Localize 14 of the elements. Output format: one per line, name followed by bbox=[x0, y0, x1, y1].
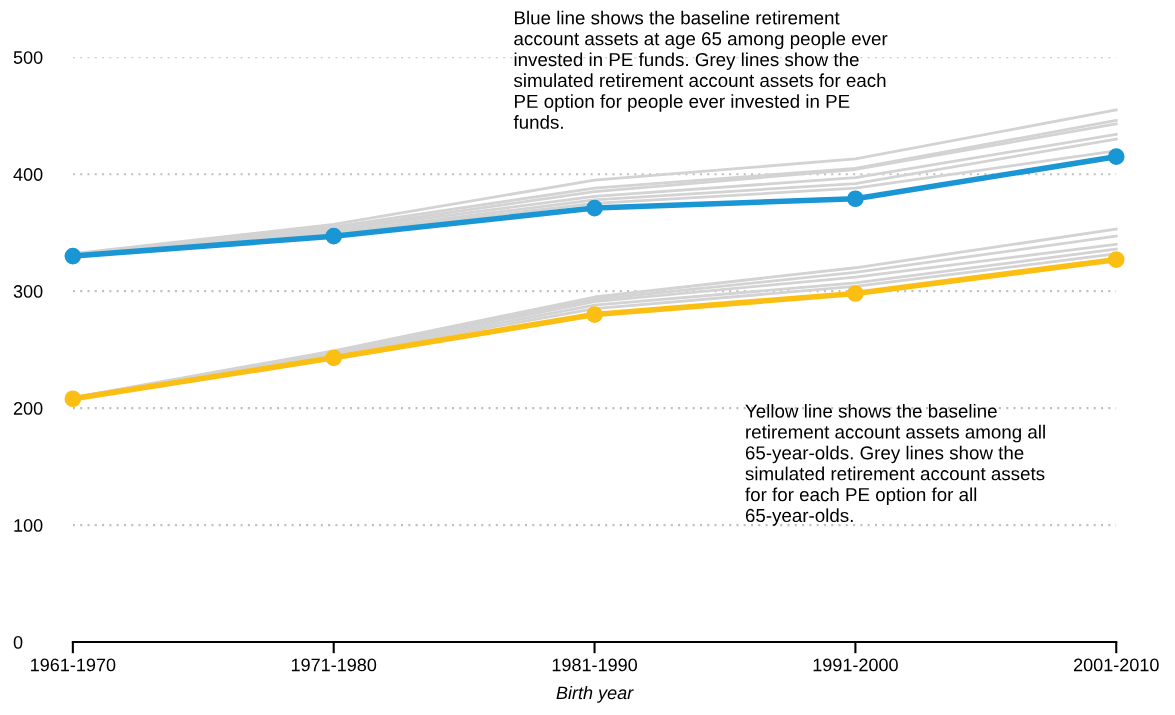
y-tick-label: 300 bbox=[13, 285, 43, 298]
y-tick-label: 400 bbox=[13, 168, 43, 181]
annotation: Yellow line shows the baseline retirement account assets among all 65-year-olds. Grey lines show the simulated retirement account assets for for each PE option for all 65-year-olds. bbox=[745, 403, 1045, 526]
y-tick-label: 500 bbox=[13, 51, 43, 64]
x-tick-label: 2001-2010 bbox=[1073, 658, 1159, 672]
x-tick-label: 1981-1990 bbox=[552, 658, 638, 672]
x-tick-label: 1961-1970 bbox=[31, 658, 116, 672]
x-axis-title: Birth year bbox=[556, 685, 634, 703]
x-tick-label: 1971-1980 bbox=[291, 658, 377, 672]
x-tick-label: 1991-2000 bbox=[813, 658, 898, 672]
y-tick-label: 200 bbox=[13, 402, 43, 415]
y-tick-label: 100 bbox=[14, 519, 43, 532]
y-tick-label: 0 bbox=[13, 636, 23, 649]
annotation: Blue line shows the baseline retirement account assets at age 65 among people ever invested in PE funds. Grey lines show the simulated retirement account assets for each PE option for people ever invested in PE funds. bbox=[513, 10, 888, 129]
